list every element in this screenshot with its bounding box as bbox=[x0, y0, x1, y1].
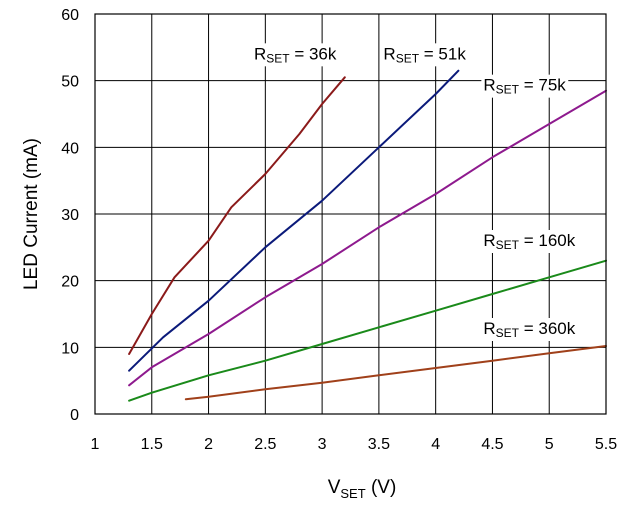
x-tick-label: 4 bbox=[431, 436, 440, 453]
plot-frame bbox=[94, 13, 607, 415]
y-tick-label: 30 bbox=[61, 207, 79, 224]
series-lines bbox=[128, 69, 607, 402]
series-label-main: R bbox=[483, 231, 495, 250]
y-tick-label: 50 bbox=[61, 74, 79, 91]
series-label-main: R bbox=[483, 76, 495, 95]
series-label-value: = 160k bbox=[519, 231, 576, 250]
x-tick-label: 3.5 bbox=[368, 436, 390, 453]
series-label-main: R bbox=[483, 319, 495, 338]
x-axis-label: VSET (V) bbox=[328, 477, 397, 501]
x-tick-labels: 1 1.5 2 2.5 3 3.5 4 4.5 5 5.5 bbox=[91, 436, 618, 453]
y-tick-labels: 0 10 20 30 40 50 60 bbox=[61, 7, 79, 424]
series-label-sub: SET bbox=[266, 51, 290, 65]
x-tick-label: 2 bbox=[204, 436, 213, 453]
series-line-3 bbox=[128, 89, 607, 387]
x-tick-label: 1.5 bbox=[141, 436, 163, 453]
series-label-value: = 51k bbox=[419, 44, 466, 63]
series-line-1 bbox=[128, 76, 346, 355]
x-tick-label: 5.5 bbox=[595, 436, 617, 453]
series-label-background bbox=[251, 43, 339, 67]
x-tick-label: 3 bbox=[318, 436, 327, 453]
series-label-value: = 36k bbox=[290, 44, 337, 63]
series-label-background bbox=[381, 43, 469, 67]
series-label-4: RSET = 160k bbox=[483, 231, 575, 252]
x-axis-label-unit: (V) bbox=[366, 477, 397, 498]
y-tick-label: 60 bbox=[61, 7, 79, 24]
x-tick-label: 5 bbox=[545, 436, 554, 453]
series-label-background bbox=[481, 74, 569, 98]
series-line-5 bbox=[184, 345, 607, 401]
y-tick-label: 10 bbox=[61, 340, 79, 357]
series-line-2 bbox=[128, 69, 460, 372]
grid-lines bbox=[94, 13, 607, 415]
x-axis-label-main: V bbox=[328, 477, 341, 498]
series-label-sub: SET bbox=[496, 83, 520, 97]
y-tick-label: 0 bbox=[70, 407, 79, 424]
series-label-main: R bbox=[383, 44, 395, 63]
x-axis-label-sub: SET bbox=[340, 486, 365, 501]
series-label-background bbox=[481, 230, 578, 253]
series-label-sub: SET bbox=[496, 238, 520, 252]
x-tick-label: 4.5 bbox=[481, 436, 503, 453]
series-label-sub: SET bbox=[396, 51, 420, 65]
x-tick-label: 2.5 bbox=[254, 436, 276, 453]
series-label-value: = 360k bbox=[519, 319, 576, 338]
series-label-3: RSET = 75k bbox=[483, 76, 566, 97]
x-tick-label: 1 bbox=[91, 436, 100, 453]
series-label-background bbox=[481, 318, 578, 341]
series-label-value: = 75k bbox=[519, 76, 566, 95]
y-tick-label: 40 bbox=[61, 140, 79, 157]
series-label-2: RSET = 51k bbox=[383, 44, 466, 65]
series-label-1: RSET = 36k bbox=[254, 44, 337, 65]
series-line-4 bbox=[128, 259, 607, 402]
series-label-sub: SET bbox=[496, 326, 520, 340]
y-axis-label: LED Current (mA) bbox=[21, 138, 42, 290]
series-label-main: R bbox=[254, 44, 266, 63]
series-label-5: RSET = 360k bbox=[483, 319, 575, 340]
y-tick-label: 20 bbox=[61, 274, 79, 291]
